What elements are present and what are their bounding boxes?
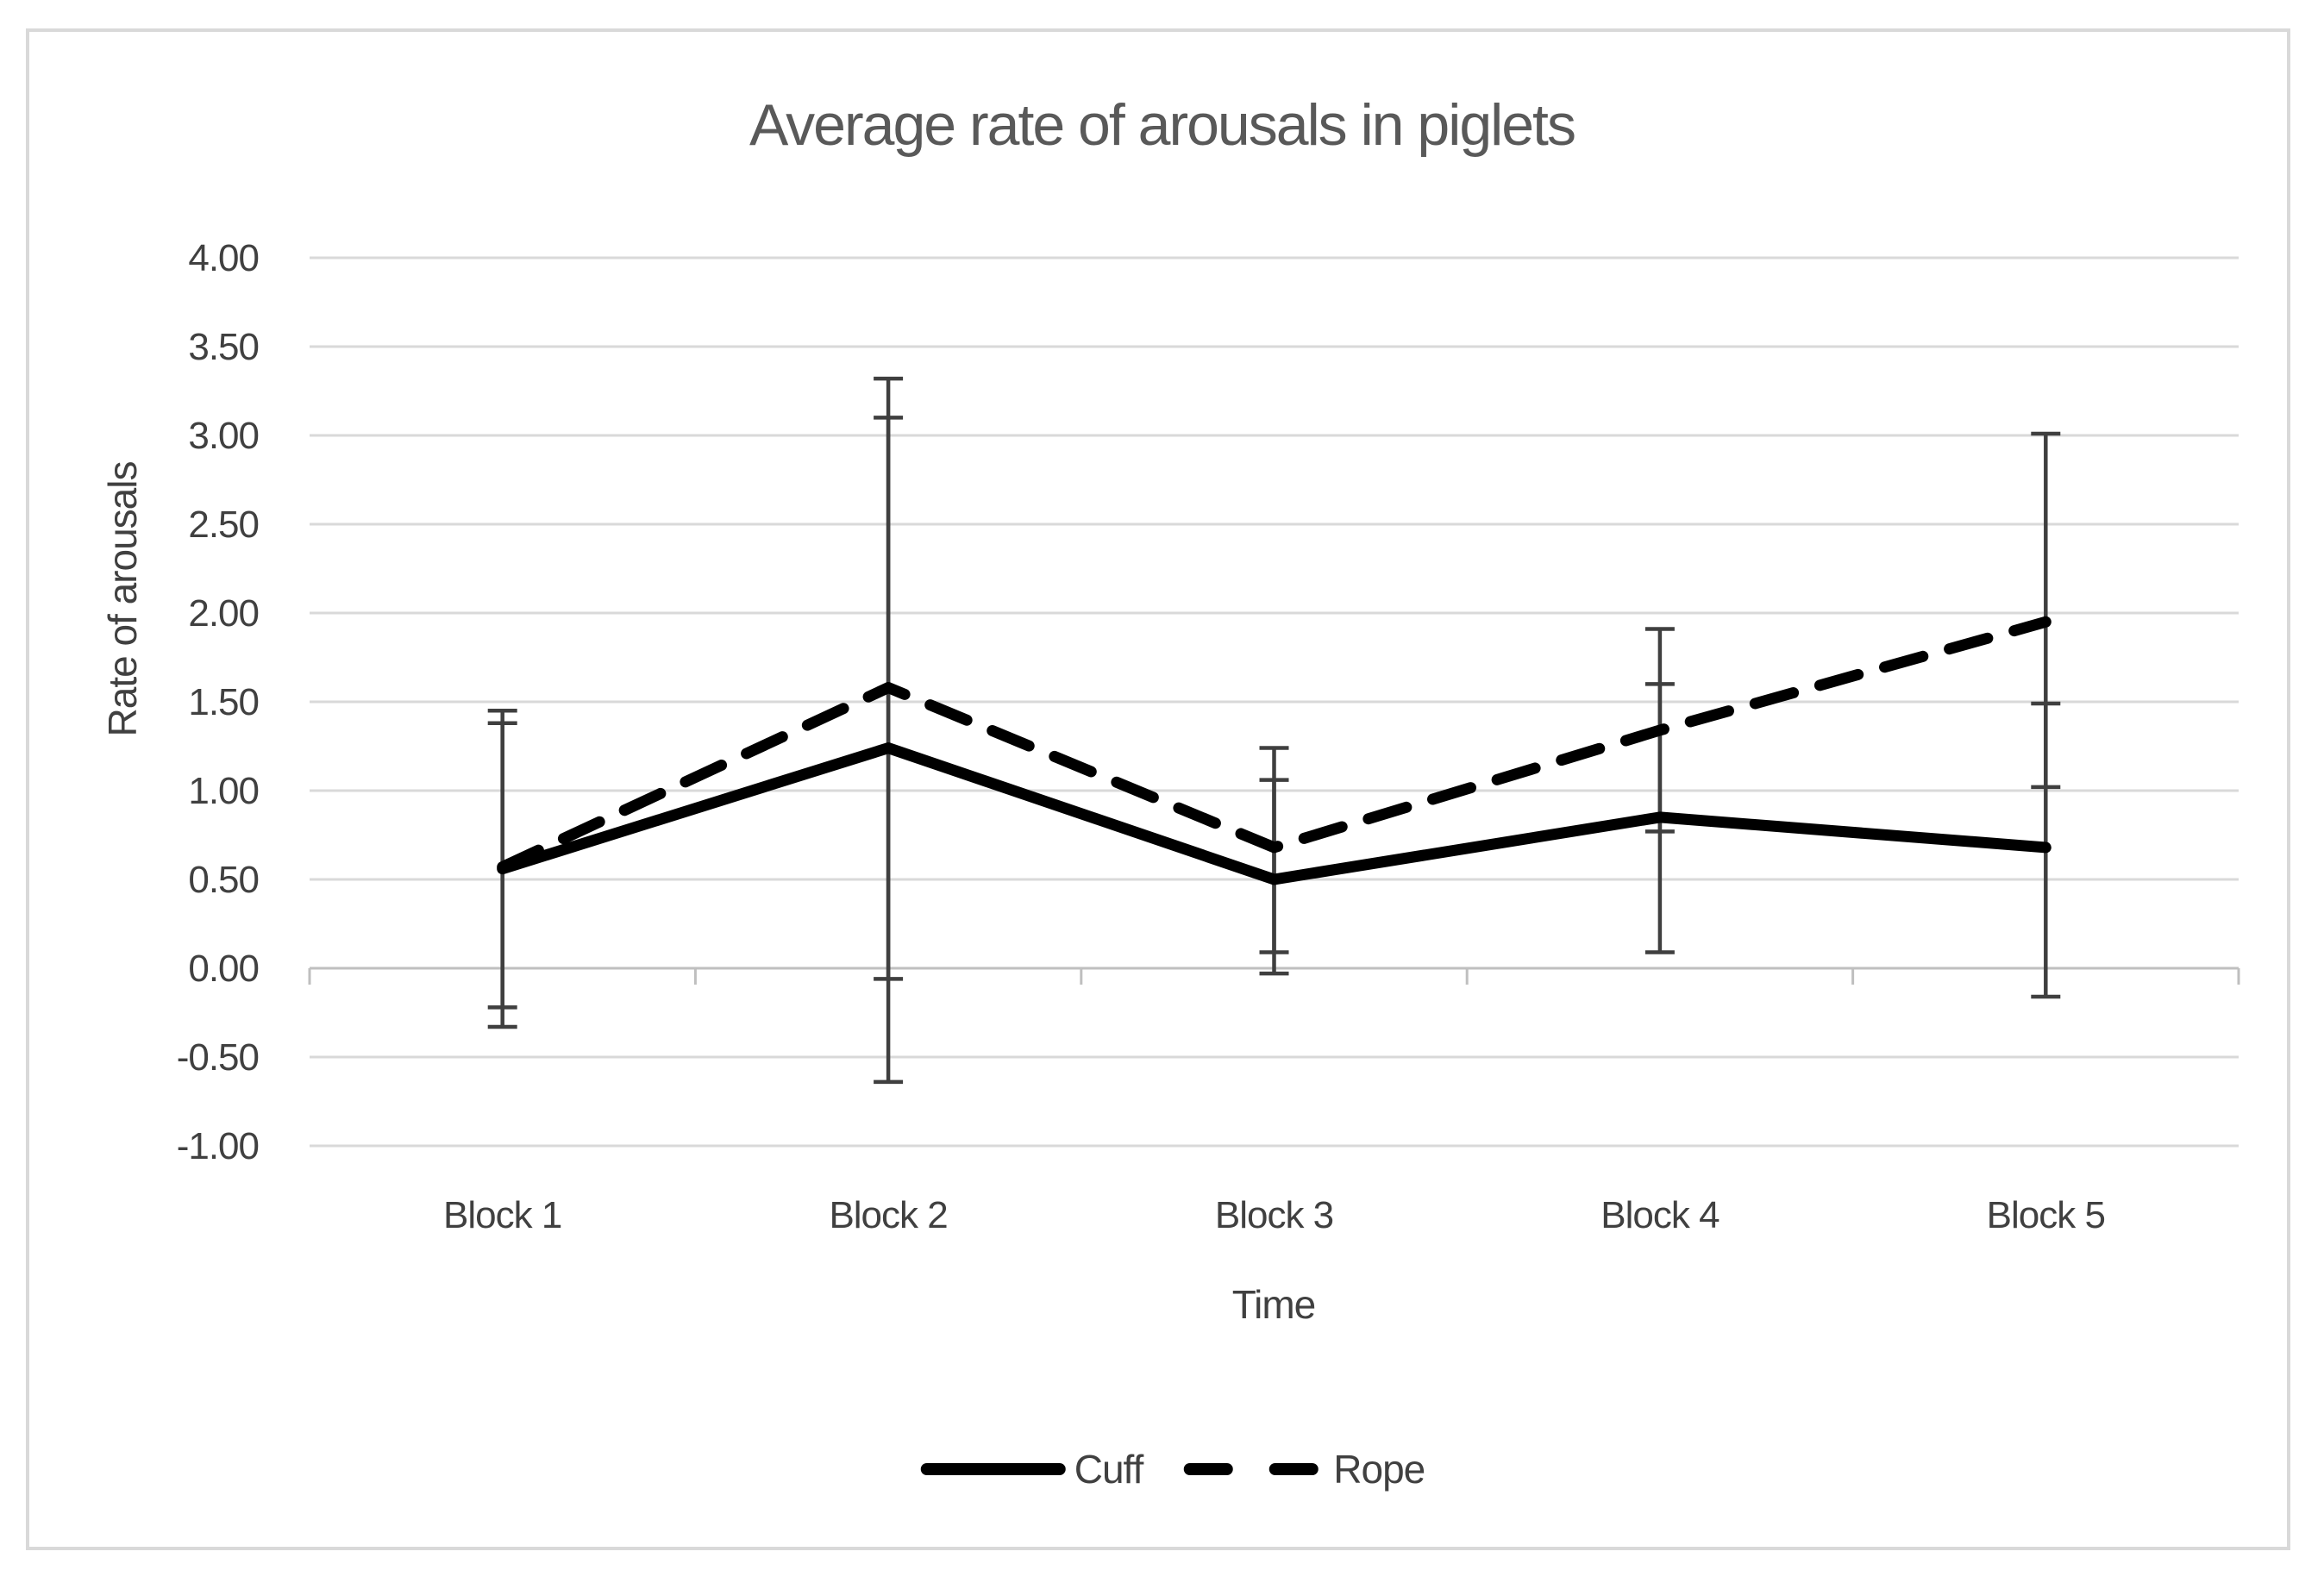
y-tick-label: 4.00 (188, 237, 259, 279)
y-tick-label: -0.50 (177, 1036, 259, 1079)
y-tick-label: 1.00 (188, 770, 259, 812)
x-tick-label: Block 5 (1987, 1194, 2105, 1236)
y-tick-label: 2.50 (188, 504, 259, 546)
x-tick-label: Block 1 (443, 1194, 561, 1236)
legend-label-cuff: Cuff (1074, 1447, 1144, 1492)
legend-solid-line-icon (920, 1463, 1066, 1475)
series-line-cuff (497, 742, 2052, 885)
x-tick-label: Block 4 (1600, 1194, 1720, 1236)
y-tick-label: 3.50 (188, 326, 259, 368)
y-tick-label: 3.00 (188, 415, 259, 457)
x-axis-title: Time (1231, 1282, 1317, 1327)
legend-label-rope: Rope (1333, 1447, 1425, 1492)
x-tick-label: Block 2 (829, 1194, 947, 1236)
chart-title: Average rate of arousals in piglets (749, 92, 1576, 158)
y-tick-label: 0.00 (188, 948, 259, 990)
gridlines (310, 256, 2239, 1148)
legend: Cuff Rope (920, 1446, 1425, 1492)
x-tick-labels: Block 1 Block 2 Block 3 Block 4 Block 5 (443, 1194, 2106, 1236)
y-tick-label: 2.00 (188, 592, 259, 635)
y-tick-labels: 4.00 3.50 3.00 2.50 2.00 1.50 1.00 0.50 0.00 -0.5… (177, 237, 260, 1167)
y-tick-label: 0.50 (188, 859, 259, 901)
series-line-rope (497, 616, 2052, 873)
y-tick-label: 1.50 (188, 681, 259, 723)
legend-dashed-line-icon (1183, 1463, 1319, 1475)
chart-frame (26, 28, 2290, 1550)
x-tick-label: Block 3 (1215, 1194, 1333, 1236)
y-tick-label: -1.00 (177, 1125, 259, 1167)
